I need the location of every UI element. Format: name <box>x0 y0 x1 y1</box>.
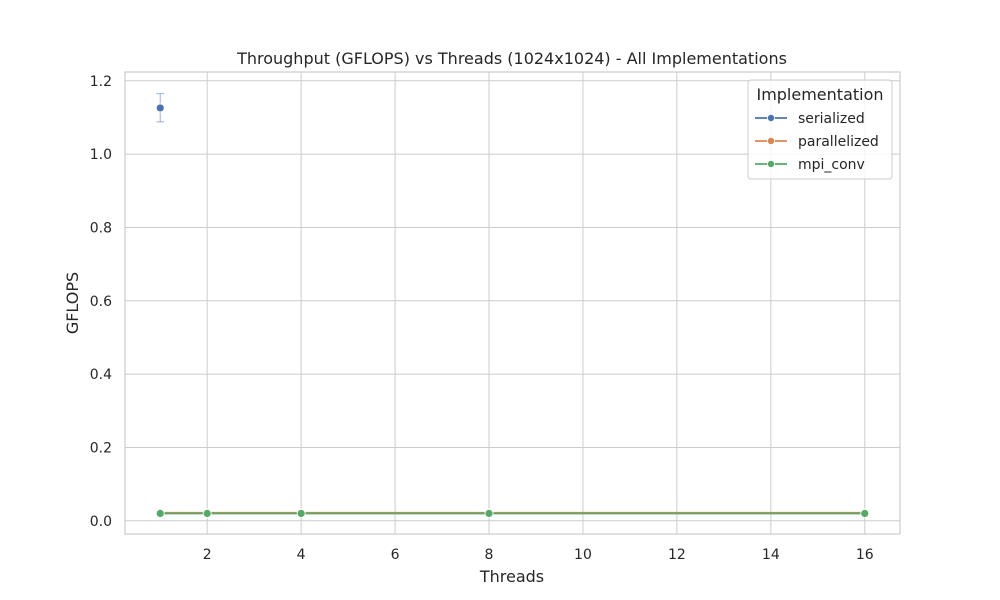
x-tick-label: 2 <box>203 547 212 563</box>
chart-title: Throughput (GFLOPS) vs Threads (1024x102… <box>236 49 787 68</box>
x-tick-label: 4 <box>297 547 306 563</box>
legend-marker <box>767 159 776 168</box>
legend-marker <box>767 114 776 123</box>
data-point <box>860 509 870 518</box>
x-tick-label: 6 <box>391 547 400 563</box>
plot-border <box>124 71 901 535</box>
legend-title: Implementation <box>756 85 883 104</box>
legend-box <box>747 79 893 180</box>
tick-labels: 2 4 6 8 10 12 14 16 0.0 0.2 0.4 0.6 0.8 1.0 1.2 <box>90 74 874 563</box>
data-point <box>296 509 306 518</box>
series-layer <box>155 93 870 518</box>
x-tick-label: 8 <box>485 547 494 563</box>
data-point <box>202 509 212 518</box>
legend-marker <box>767 136 776 145</box>
y-tick-label: 1.2 <box>90 74 112 90</box>
legend: Implementation serialized parallelized mpi… <box>747 79 893 180</box>
data-point <box>484 509 494 518</box>
legend-label: mpi_conv <box>798 157 865 173</box>
x-axis-label: Threads <box>479 567 544 586</box>
series-serialized <box>155 93 165 123</box>
y-tick-label: 0.4 <box>90 367 112 383</box>
series-mpi_conv <box>155 509 870 518</box>
x-tick-label: 14 <box>762 547 780 563</box>
y-tick-label: 0.2 <box>90 440 112 456</box>
data-point <box>155 509 165 518</box>
y-tick-label: 0.6 <box>90 294 112 310</box>
data-point <box>155 103 165 113</box>
y-tick-label: 0.8 <box>90 220 112 236</box>
x-tick-label: 12 <box>668 547 686 563</box>
legend-label: serialized <box>798 111 865 127</box>
y-tick-label: 1.0 <box>90 147 112 163</box>
grid <box>125 72 900 534</box>
legend-label: parallelized <box>798 134 879 150</box>
plot-frame <box>124 71 901 535</box>
x-tick-label: 10 <box>574 547 592 563</box>
y-tick-label: 0.0 <box>90 514 112 530</box>
x-tick-label: 16 <box>856 547 874 563</box>
y-axis-label: GFLOPS <box>63 272 82 334</box>
